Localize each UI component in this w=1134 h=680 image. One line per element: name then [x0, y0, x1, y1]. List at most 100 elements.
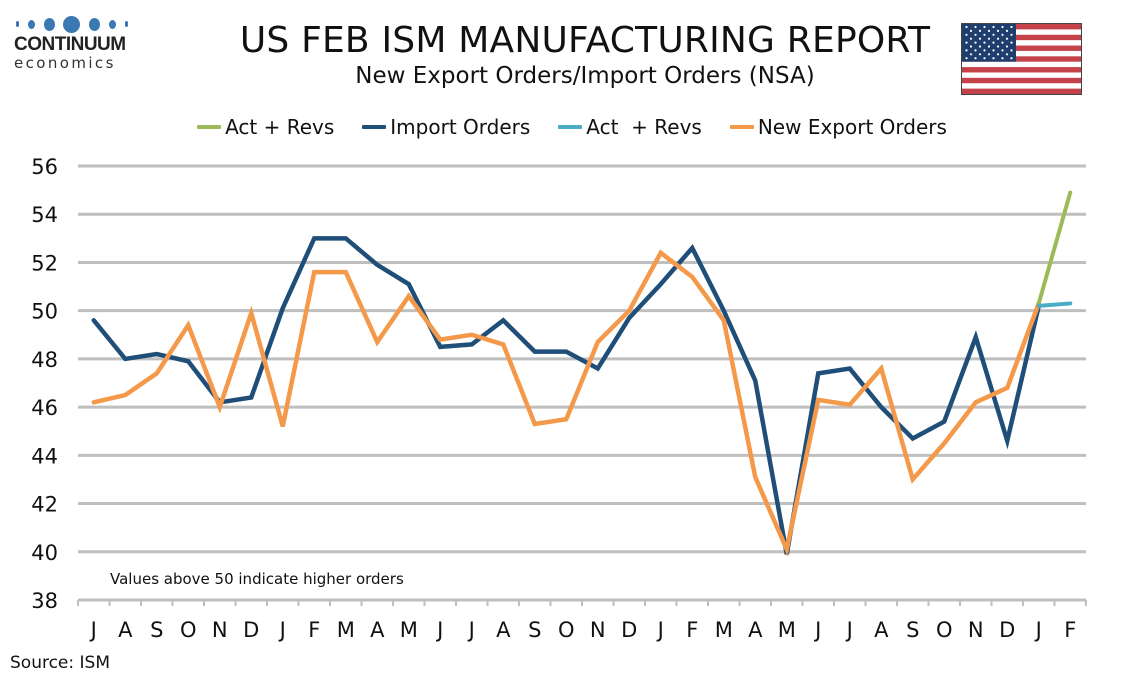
flag-star — [978, 37, 982, 40]
chart-title: US FEB ISM MANUFACTURING REPORT — [239, 20, 931, 61]
x-tick-label: J — [1034, 618, 1042, 642]
flag-star — [987, 37, 991, 40]
x-tick-label: N — [212, 618, 228, 642]
flag-star — [974, 49, 977, 52]
x-tick-label: D — [621, 618, 637, 642]
flag-star — [987, 45, 991, 48]
flag-star — [969, 53, 973, 56]
flag-star — [992, 33, 995, 36]
x-tick-label: J — [278, 618, 286, 642]
flag-star — [983, 25, 986, 29]
y-tick-label: 42 — [31, 493, 58, 517]
chart-annotation: Values above 50 indicate higher orders — [110, 570, 404, 588]
x-tick-label: O — [558, 618, 575, 642]
flag-star — [1001, 49, 1004, 52]
flag-star — [1001, 33, 1004, 36]
x-tick-label: O — [180, 618, 197, 642]
x-tick-label: D — [999, 618, 1015, 642]
x-tick-label: F — [686, 618, 698, 642]
y-tick-label: 52 — [31, 251, 58, 275]
flag-star — [1010, 33, 1013, 36]
legend-swatch — [729, 125, 754, 129]
continuum-logo: CONTINUUM economics — [14, 14, 134, 72]
x-axis — [77, 598, 1087, 606]
x-tick-label: J — [435, 618, 443, 642]
x-tick-label: F — [308, 618, 320, 642]
x-tick-label: M — [715, 618, 733, 642]
flag-star — [992, 49, 995, 52]
x-tick-label: A — [370, 618, 385, 642]
flag-star — [969, 37, 973, 40]
y-tick-label: 44 — [31, 444, 58, 468]
y-axis-tick-labels: 38 40 42 44 46 48 50 52 54 56 — [31, 155, 58, 613]
series-line-import-orders — [91, 236, 1041, 555]
flag-star — [992, 25, 995, 29]
flag-star — [965, 49, 968, 52]
legend-swatch — [558, 125, 583, 129]
flag-star — [983, 33, 986, 36]
flag-star — [987, 29, 991, 32]
flag-stripe — [962, 77, 1081, 84]
legend-swatch — [362, 125, 387, 129]
legend-label: Import Orders — [390, 115, 531, 139]
legend-swatch — [197, 125, 222, 129]
x-tick-label: S — [528, 618, 541, 642]
x-tick-label: J — [467, 618, 475, 642]
flag-star — [974, 41, 977, 44]
flag-star — [1010, 25, 1013, 29]
legend-item-act-revs-export: Act + Revs — [197, 115, 334, 139]
flag-star — [996, 45, 1000, 48]
flag-star — [1010, 41, 1013, 44]
y-tick-label: 46 — [31, 396, 58, 420]
source-note: Source: ISM — [10, 653, 110, 673]
legend-item-act-revs-import: Act + Revs — [558, 115, 702, 139]
series-line-act-revs-import — [1036, 301, 1073, 308]
series-lines — [91, 190, 1073, 557]
flag-stripe — [962, 34, 1081, 41]
x-tick-label: S — [150, 618, 163, 642]
y-tick-label: 48 — [31, 348, 58, 372]
x-tick-label: A — [748, 618, 763, 642]
x-tick-label: A — [874, 618, 889, 642]
y-tick-label: 50 — [31, 300, 58, 324]
flag-star — [983, 57, 986, 60]
flag-stripe — [962, 24, 1081, 30]
legend-label: Act + Revs — [225, 115, 335, 139]
flag-star — [987, 53, 991, 56]
chart-subtitle: New Export Orders/Import Orders (NSA) — [355, 63, 815, 89]
legend-item-new-export-orders: New Export Orders — [729, 115, 947, 139]
chart-legend: Act + Revs Import Orders Act + Revs New … — [0, 115, 1134, 139]
x-tick-label: O — [936, 618, 953, 642]
x-tick-label: F — [1064, 618, 1076, 642]
y-tick-label: 40 — [31, 541, 58, 565]
flag-star — [1005, 45, 1009, 48]
x-tick-label: N — [590, 618, 606, 642]
x-tick-label: J — [813, 618, 821, 642]
logo-subtitle: economics — [14, 54, 116, 72]
flag-star — [1001, 41, 1004, 44]
flag-star — [983, 41, 986, 44]
x-tick-label: N — [968, 618, 984, 642]
flag-star — [974, 25, 977, 29]
flag-stripe — [962, 88, 1081, 94]
x-tick-label: A — [496, 618, 511, 642]
flag-star — [965, 57, 968, 60]
y-tick-label: 38 — [31, 589, 58, 613]
flag-star — [996, 53, 1000, 56]
us-flag-graphic — [962, 24, 1081, 94]
x-tick-label: D — [243, 618, 259, 642]
flag-star — [992, 57, 995, 60]
x-tick-label: M — [778, 618, 796, 642]
legend-item-import-orders: Import Orders — [362, 115, 530, 139]
flag-star — [969, 29, 973, 32]
flag-star — [992, 41, 995, 44]
flag-stripe — [962, 45, 1081, 51]
flag-star — [996, 37, 1000, 40]
x-tick-label: M — [400, 618, 418, 642]
flag-star — [1005, 37, 1009, 40]
flag-star — [1001, 25, 1004, 29]
flag-star — [1001, 57, 1004, 60]
logo-dots-icon — [16, 14, 128, 34]
